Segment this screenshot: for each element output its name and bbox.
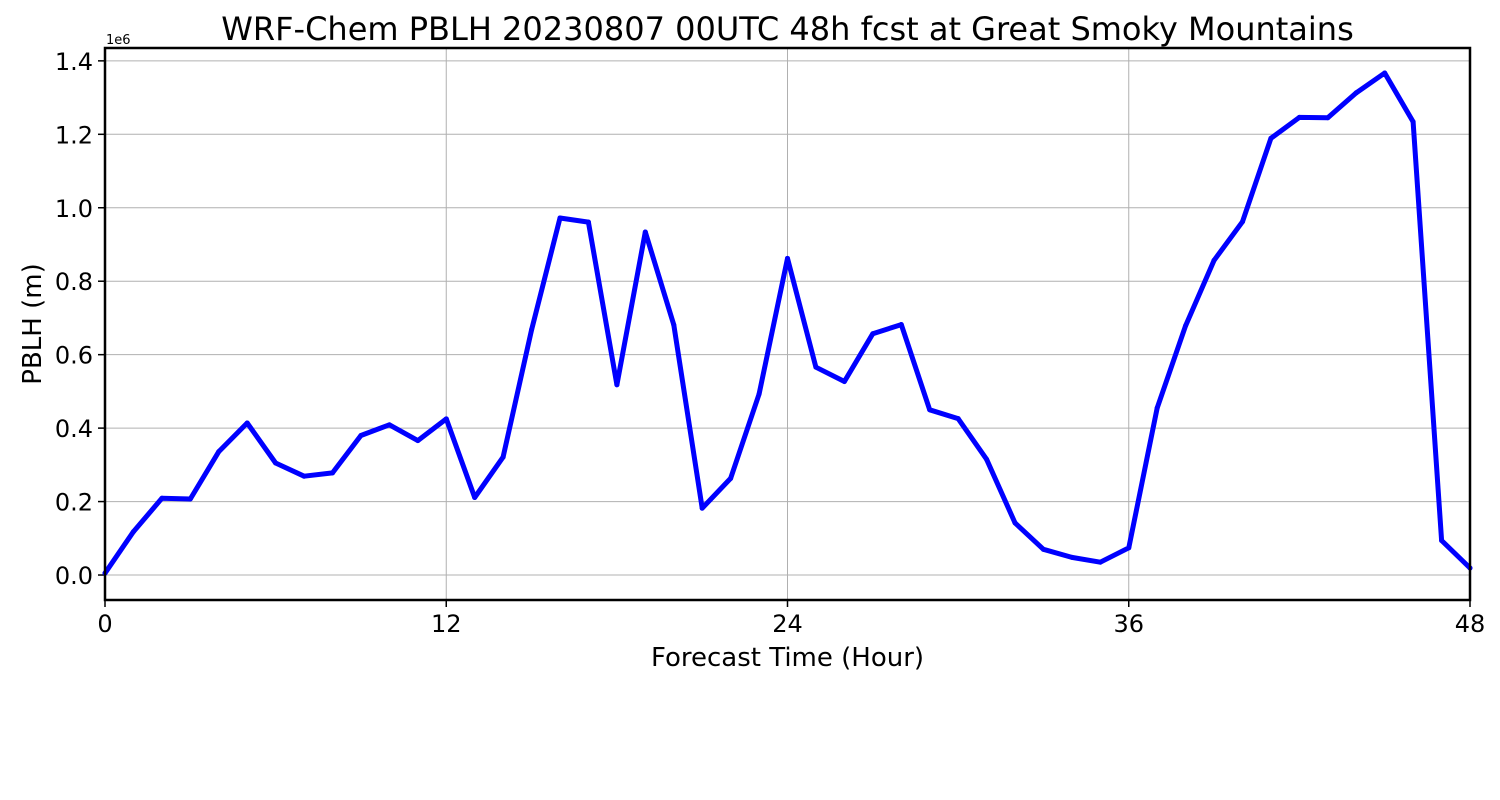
grid [104,48,1471,600]
data-point [330,470,335,476]
data-point [301,473,307,479]
y-tick-label: 0.4 [55,415,93,443]
data-point [244,420,250,426]
data-point [216,449,222,455]
data-point [1268,135,1274,141]
y-tick-label: 0.0 [55,562,93,590]
data-point [671,322,677,328]
data-point [1097,559,1103,565]
ticks: 0 12 24 36 48 0.0 0.2 0.4 0.6 0.8 1.0 1.2 1.4 [55,48,1485,638]
data-point [955,416,961,422]
data-point [1353,90,1359,96]
y-offset-label: 1e6 [106,33,131,48]
y-tick-label: 1.2 [55,121,93,149]
x-tick-label: 0 [97,610,112,638]
x-tick-label: 24 [772,610,803,638]
y-tick-label: 1.0 [55,195,93,223]
data-point [870,331,876,337]
data-point [1439,538,1445,544]
data-point [1012,520,1018,526]
data-point [756,391,762,397]
data-point [557,215,563,221]
data-point [1040,546,1046,552]
y-tick-label: 0.8 [55,268,93,296]
data-point [529,327,535,333]
data-point [1126,545,1132,551]
data-points [102,70,1473,576]
data-point [273,460,279,466]
data-point [386,422,392,428]
chart-title: WRF-Chem PBLH 20230807 00UTC 48h fcst at… [221,10,1354,48]
data-point [1069,554,1075,560]
data-point [699,505,705,511]
data-point [1154,405,1160,411]
data-point [443,416,449,422]
data-point [813,364,819,370]
data-point [841,378,847,384]
data-point [358,432,364,438]
data-point [1183,323,1189,329]
y-tick-label: 0.6 [55,342,93,370]
data-point [1211,257,1217,263]
data-point [1325,115,1331,121]
data-point [1410,119,1416,125]
data-point [642,229,648,235]
data-point [130,529,136,535]
x-axis-label: Forecast Time (Hour) [651,643,924,673]
data-point [785,255,790,261]
data-point [472,495,478,501]
data-point [1296,114,1302,120]
data-point [415,438,421,444]
y-tick-label: 0.2 [55,489,93,517]
data-point [1382,70,1388,76]
x-tick-label: 36 [1113,610,1144,638]
x-tick-label: 12 [431,610,462,638]
data-point [984,456,990,462]
data-point [187,496,193,502]
y-axis-label: PBLH (m) [18,263,48,384]
data-point [585,219,591,225]
data-point [898,322,904,328]
data-point [614,382,620,388]
x-tick-label: 48 [1455,610,1486,638]
plot-frame [103,46,1472,602]
data-point [500,454,506,460]
data-point [927,407,933,413]
y-tick-label: 1.4 [55,48,93,76]
data-point [728,475,734,481]
data-point [1240,219,1245,225]
data-point [159,495,165,501]
